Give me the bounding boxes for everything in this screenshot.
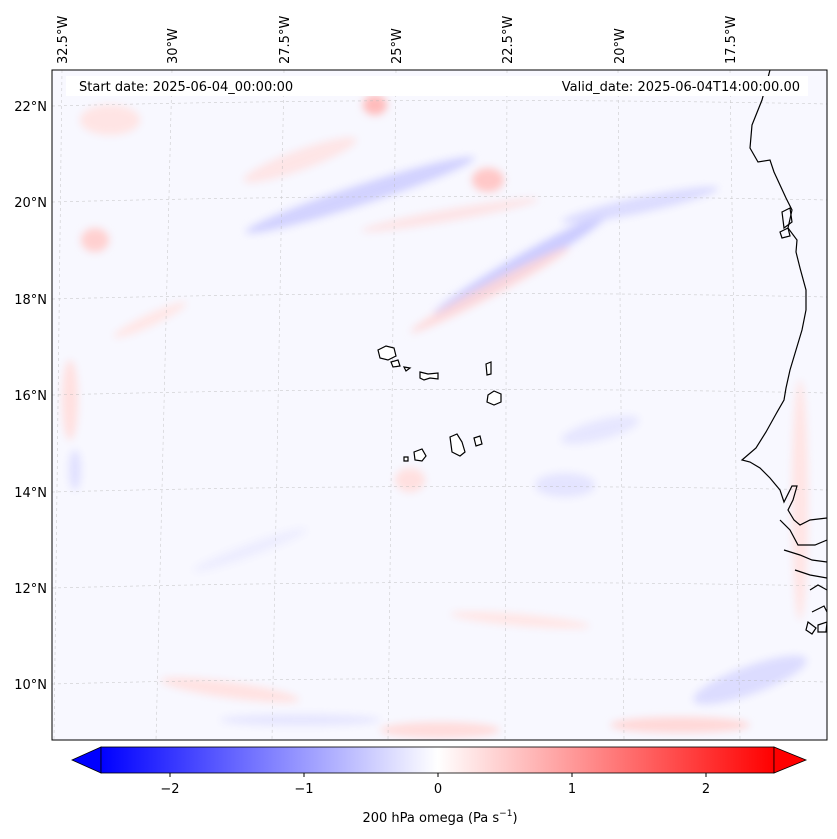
start-date-label: Start date: 2025-06-04_00:00:00 bbox=[79, 80, 293, 95]
lon-label: 20°W bbox=[613, 28, 628, 64]
lat-label: 10°N bbox=[14, 678, 47, 693]
colorbar-title-main: 200 hPa omega (Pa s bbox=[362, 811, 499, 826]
lon-label: 25°W bbox=[390, 28, 405, 64]
colorbar-ticks bbox=[169, 773, 707, 777]
santa-luzia-island bbox=[402, 366, 412, 372]
meridian-25w bbox=[387, 70, 397, 740]
colorbar-tick-label: 1 bbox=[568, 782, 576, 797]
omega-band-blue bbox=[69, 450, 81, 490]
valid-date-label: Valid_date: 2025-06-04T14:00:00.00 bbox=[562, 80, 800, 95]
graticule bbox=[52, 70, 827, 740]
lon-label: 22.5°W bbox=[501, 16, 516, 64]
colorbar-max-extend bbox=[773, 746, 808, 774]
omega-band-blue bbox=[220, 714, 380, 726]
longitude-labels: 32.5°W 30°W 27.5°W 25°W 22.5°W 20°W 17.5… bbox=[56, 16, 739, 64]
omega-band-blue bbox=[193, 528, 307, 572]
sal-island bbox=[485, 361, 492, 376]
latitude-labels: 22°N 20°N 18°N 16°N 14°N 12°N 10°N bbox=[14, 100, 47, 693]
colorbar-gradient bbox=[100, 746, 775, 774]
meridian-27-5w bbox=[271, 70, 285, 740]
colorbar-title-end: ) bbox=[512, 811, 517, 826]
parallel-18n bbox=[52, 293, 827, 300]
omega-band-red bbox=[62, 360, 78, 440]
maio-island bbox=[473, 435, 483, 447]
meridian-30w bbox=[155, 70, 173, 740]
meridian-20w bbox=[617, 70, 625, 740]
sao-vicente-island bbox=[390, 359, 401, 368]
omega-band-red bbox=[160, 677, 300, 703]
parallel-20n bbox=[52, 196, 827, 203]
parallel-12n bbox=[52, 582, 827, 589]
parallel-22n bbox=[52, 100, 827, 107]
colorbar-min-extend bbox=[71, 746, 102, 774]
omega-band-red bbox=[113, 302, 187, 338]
lat-label: 20°N bbox=[14, 196, 47, 211]
lon-label: 32.5°W bbox=[56, 16, 71, 64]
omega-field bbox=[62, 95, 808, 738]
omega-band-red bbox=[450, 611, 590, 629]
lon-label: 17.5°W bbox=[724, 16, 739, 64]
colorbar-title: 200 hPa omega (Pa s−1) bbox=[362, 809, 517, 826]
coastal-islet bbox=[779, 227, 791, 239]
omega-spot-red bbox=[81, 228, 109, 252]
fogo-island bbox=[413, 448, 427, 462]
omega-band-red bbox=[792, 380, 808, 620]
boa-vista-island bbox=[486, 390, 502, 406]
omega-spot-red bbox=[472, 168, 504, 192]
brava-island bbox=[403, 456, 409, 462]
omega-band-red bbox=[610, 717, 750, 733]
colorbar-tick-label: −1 bbox=[294, 782, 313, 797]
omega-spot-red bbox=[395, 468, 425, 492]
coastlines bbox=[740, 70, 827, 635]
lat-label: 22°N bbox=[14, 100, 47, 115]
parallel-10n bbox=[52, 678, 827, 685]
meridian-32-5w bbox=[53, 70, 63, 740]
map-panel bbox=[52, 70, 827, 740]
omega-band-blue bbox=[245, 156, 475, 234]
parallel-16n bbox=[52, 389, 827, 396]
omega-band-blue bbox=[561, 186, 719, 224]
omega-spot-red bbox=[363, 95, 387, 115]
omega-band-red bbox=[361, 198, 539, 232]
coastal-islet bbox=[781, 207, 793, 230]
lat-label: 16°N bbox=[14, 389, 47, 404]
colorbar-title-sup: −1 bbox=[499, 809, 512, 819]
senegal-coast-detail bbox=[779, 519, 827, 579]
omega-spot-blue bbox=[561, 415, 639, 445]
colorbar-tick-label: 2 bbox=[702, 782, 710, 797]
omega-band-red bbox=[410, 247, 570, 333]
omega-spot-blue bbox=[535, 473, 595, 497]
header-background bbox=[66, 76, 808, 96]
santo-antao-island bbox=[377, 345, 397, 361]
lat-label: 14°N bbox=[14, 486, 47, 501]
omega-band-blue bbox=[693, 655, 807, 705]
africa-coastline bbox=[740, 70, 827, 526]
meridian-17-5w bbox=[729, 70, 741, 740]
omega-spot-red bbox=[80, 105, 140, 135]
bijagos-islands bbox=[805, 584, 827, 635]
sao-nicolau-island bbox=[419, 371, 439, 381]
santiago-island bbox=[449, 433, 466, 457]
lon-label: 30°W bbox=[166, 28, 181, 64]
meridian-22-5w bbox=[504, 70, 508, 740]
colorbar: −2 −1 0 1 2 200 hPa omega (Pa s−1) bbox=[71, 746, 808, 826]
cape-verde-islands bbox=[377, 345, 502, 462]
colorbar-tick-label: −2 bbox=[160, 782, 179, 797]
omega-band-red bbox=[243, 137, 357, 183]
map-border bbox=[51, 69, 828, 741]
omega-band-red bbox=[380, 722, 500, 738]
lat-label: 18°N bbox=[14, 293, 47, 308]
parallel-14n bbox=[52, 486, 827, 493]
colorbar-tick-label: 0 bbox=[434, 782, 442, 797]
lon-label: 27.5°W bbox=[278, 16, 293, 64]
lat-label: 12°N bbox=[14, 582, 47, 597]
